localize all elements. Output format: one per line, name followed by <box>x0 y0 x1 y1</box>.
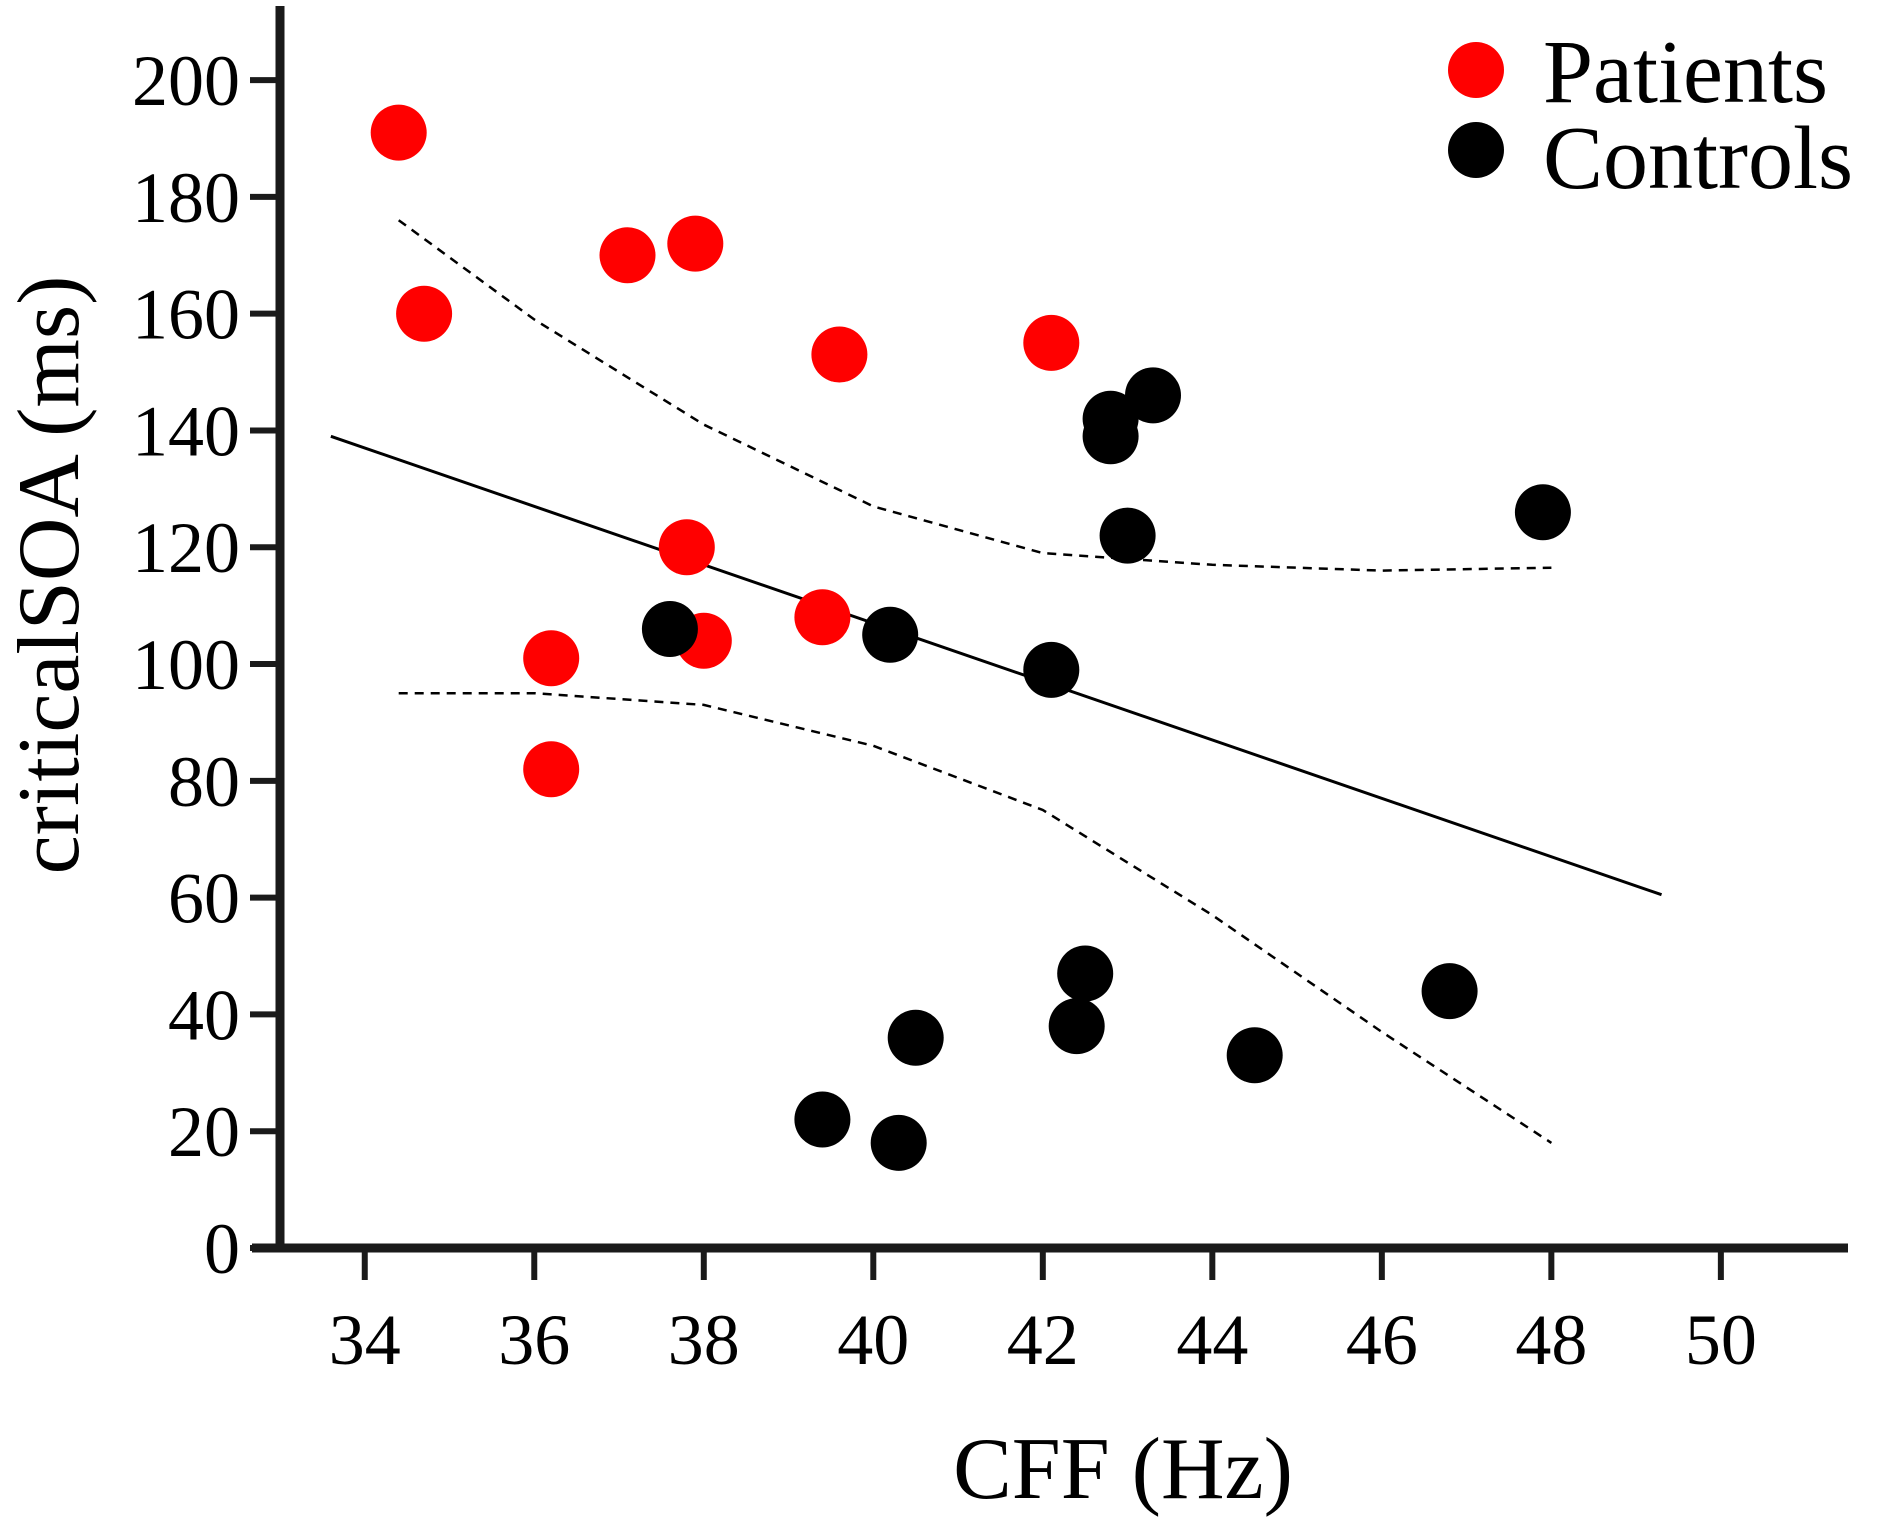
y-tick-label: 180 <box>132 158 240 238</box>
legend-label-controls: Controls <box>1543 109 1853 208</box>
data-point-patients <box>1023 314 1080 371</box>
data-point-controls <box>641 601 698 657</box>
data-point-controls <box>1514 484 1571 541</box>
y-tick-label: 40 <box>168 975 240 1055</box>
legend: Patients Controls <box>1448 23 1853 208</box>
data-point-patients <box>370 104 427 161</box>
data-point-controls <box>1048 998 1105 1055</box>
confidence-band-upper <box>397 219 1552 572</box>
x-axis-title: CFF (Hz) <box>953 1421 1293 1518</box>
confidence-band-layer <box>397 219 1553 1144</box>
data-point-patients <box>396 285 453 342</box>
x-tick-label: 40 <box>837 1300 909 1380</box>
data-point-controls <box>1082 408 1139 465</box>
data-point-controls <box>1226 1027 1283 1084</box>
x-tick-label: 34 <box>329 1300 401 1380</box>
y-tick-label: 60 <box>168 859 240 939</box>
data-point-patients <box>667 215 724 272</box>
data-point-controls <box>1023 641 1080 698</box>
data-point-patients <box>523 630 580 687</box>
data-point-patients <box>811 326 868 383</box>
legend-label-patients: Patients <box>1543 23 1828 122</box>
data-point-controls <box>870 1114 927 1171</box>
regression-line-layer <box>330 434 1663 897</box>
data-point-patients <box>658 519 715 576</box>
y-tick-label: 120 <box>132 508 240 588</box>
legend-marker-patients <box>1448 42 1504 98</box>
y-tick-label: 0 <box>204 1209 240 1289</box>
y-tick-label: 100 <box>132 625 240 705</box>
y-tick-label: 20 <box>168 1092 240 1172</box>
confidence-band-lower <box>398 691 1553 1144</box>
data-point-patients <box>794 589 851 646</box>
data-point-controls <box>1125 367 1181 424</box>
x-tick-label: 44 <box>1176 1300 1248 1380</box>
regression-line <box>330 434 1663 897</box>
y-axis-title: criticalSOA (ms) <box>1 276 98 875</box>
legend-marker-controls <box>1448 122 1504 178</box>
y-tick-label: 140 <box>132 391 240 471</box>
y-tick-label: 160 <box>132 275 240 355</box>
data-points-layer <box>370 104 1571 1171</box>
data-point-controls <box>862 606 919 663</box>
y-tick-label: 80 <box>168 742 240 822</box>
x-tick-label: 48 <box>1515 1300 1587 1380</box>
data-point-controls <box>1057 945 1114 1002</box>
axes-layer: 34 36 38 40 42 44 46 48 50 0 20 40 60 80 100 120 140 160 1… <box>132 6 1848 1380</box>
y-tick-label: 200 <box>132 41 240 121</box>
x-tick-label: 38 <box>668 1300 740 1380</box>
x-tick-label: 50 <box>1685 1300 1757 1380</box>
x-tick-label: 36 <box>498 1300 570 1380</box>
data-point-patients <box>599 227 656 284</box>
data-point-controls <box>1099 507 1156 564</box>
data-point-controls <box>1421 963 1478 1020</box>
data-point-patients <box>523 741 580 798</box>
x-tick-label: 42 <box>1007 1300 1079 1380</box>
data-point-controls <box>887 1009 944 1066</box>
data-point-controls <box>794 1091 851 1148</box>
x-tick-label: 46 <box>1346 1300 1418 1380</box>
